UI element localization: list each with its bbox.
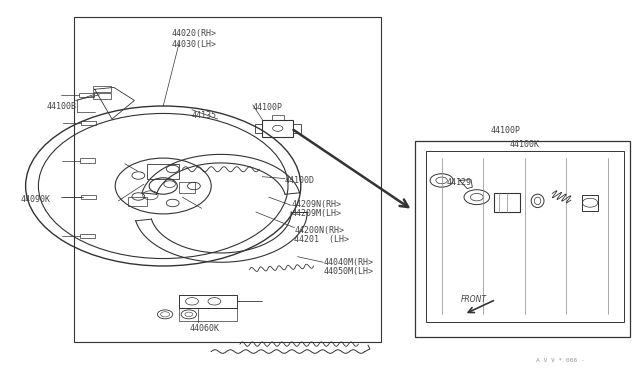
Bar	[93, 86, 111, 92]
Bar	[272, 115, 284, 120]
Text: 44100P: 44100P	[253, 103, 283, 112]
Bar	[293, 124, 301, 133]
Bar	[255, 124, 262, 133]
Text: 44050M(LH>: 44050M(LH>	[323, 267, 373, 276]
Text: 44209M(LH>: 44209M(LH>	[291, 209, 341, 218]
Text: 44100D: 44100D	[285, 176, 315, 185]
Text: 44129: 44129	[447, 178, 472, 187]
Bar	[79, 93, 94, 97]
Text: 44040M(RH>: 44040M(RH>	[323, 258, 373, 267]
Bar	[426, 151, 624, 322]
Bar	[582, 195, 598, 211]
Bar	[128, 197, 147, 206]
Bar	[415, 141, 630, 337]
Bar	[179, 295, 237, 308]
Text: 44200N(RH>: 44200N(RH>	[294, 226, 344, 235]
Bar	[179, 182, 195, 193]
Bar	[80, 158, 95, 163]
Bar	[80, 234, 95, 238]
Text: 44020(RH>: 44020(RH>	[172, 29, 216, 38]
Text: 44030(LH>: 44030(LH>	[172, 40, 216, 49]
Bar	[93, 93, 111, 99]
Bar	[74, 17, 381, 342]
Bar	[494, 193, 520, 212]
Text: 44100P: 44100P	[491, 126, 520, 135]
Bar	[81, 195, 96, 199]
Text: 44100K: 44100K	[510, 140, 540, 149]
Text: 44135: 44135	[192, 111, 217, 120]
Text: 44060K: 44060K	[189, 324, 220, 333]
Bar	[179, 308, 237, 321]
Text: 44209N(RH>: 44209N(RH>	[291, 200, 341, 209]
Bar	[147, 164, 179, 179]
Text: 44090K: 44090K	[20, 195, 51, 203]
Text: FRONT: FRONT	[461, 295, 487, 304]
Text: A ν ν * 006 ·: A ν ν * 006 ·	[536, 358, 584, 363]
Bar	[262, 120, 293, 137]
Text: 44201  (LH>: 44201 (LH>	[294, 235, 349, 244]
Bar	[81, 121, 96, 125]
Text: 44100B: 44100B	[46, 102, 76, 110]
